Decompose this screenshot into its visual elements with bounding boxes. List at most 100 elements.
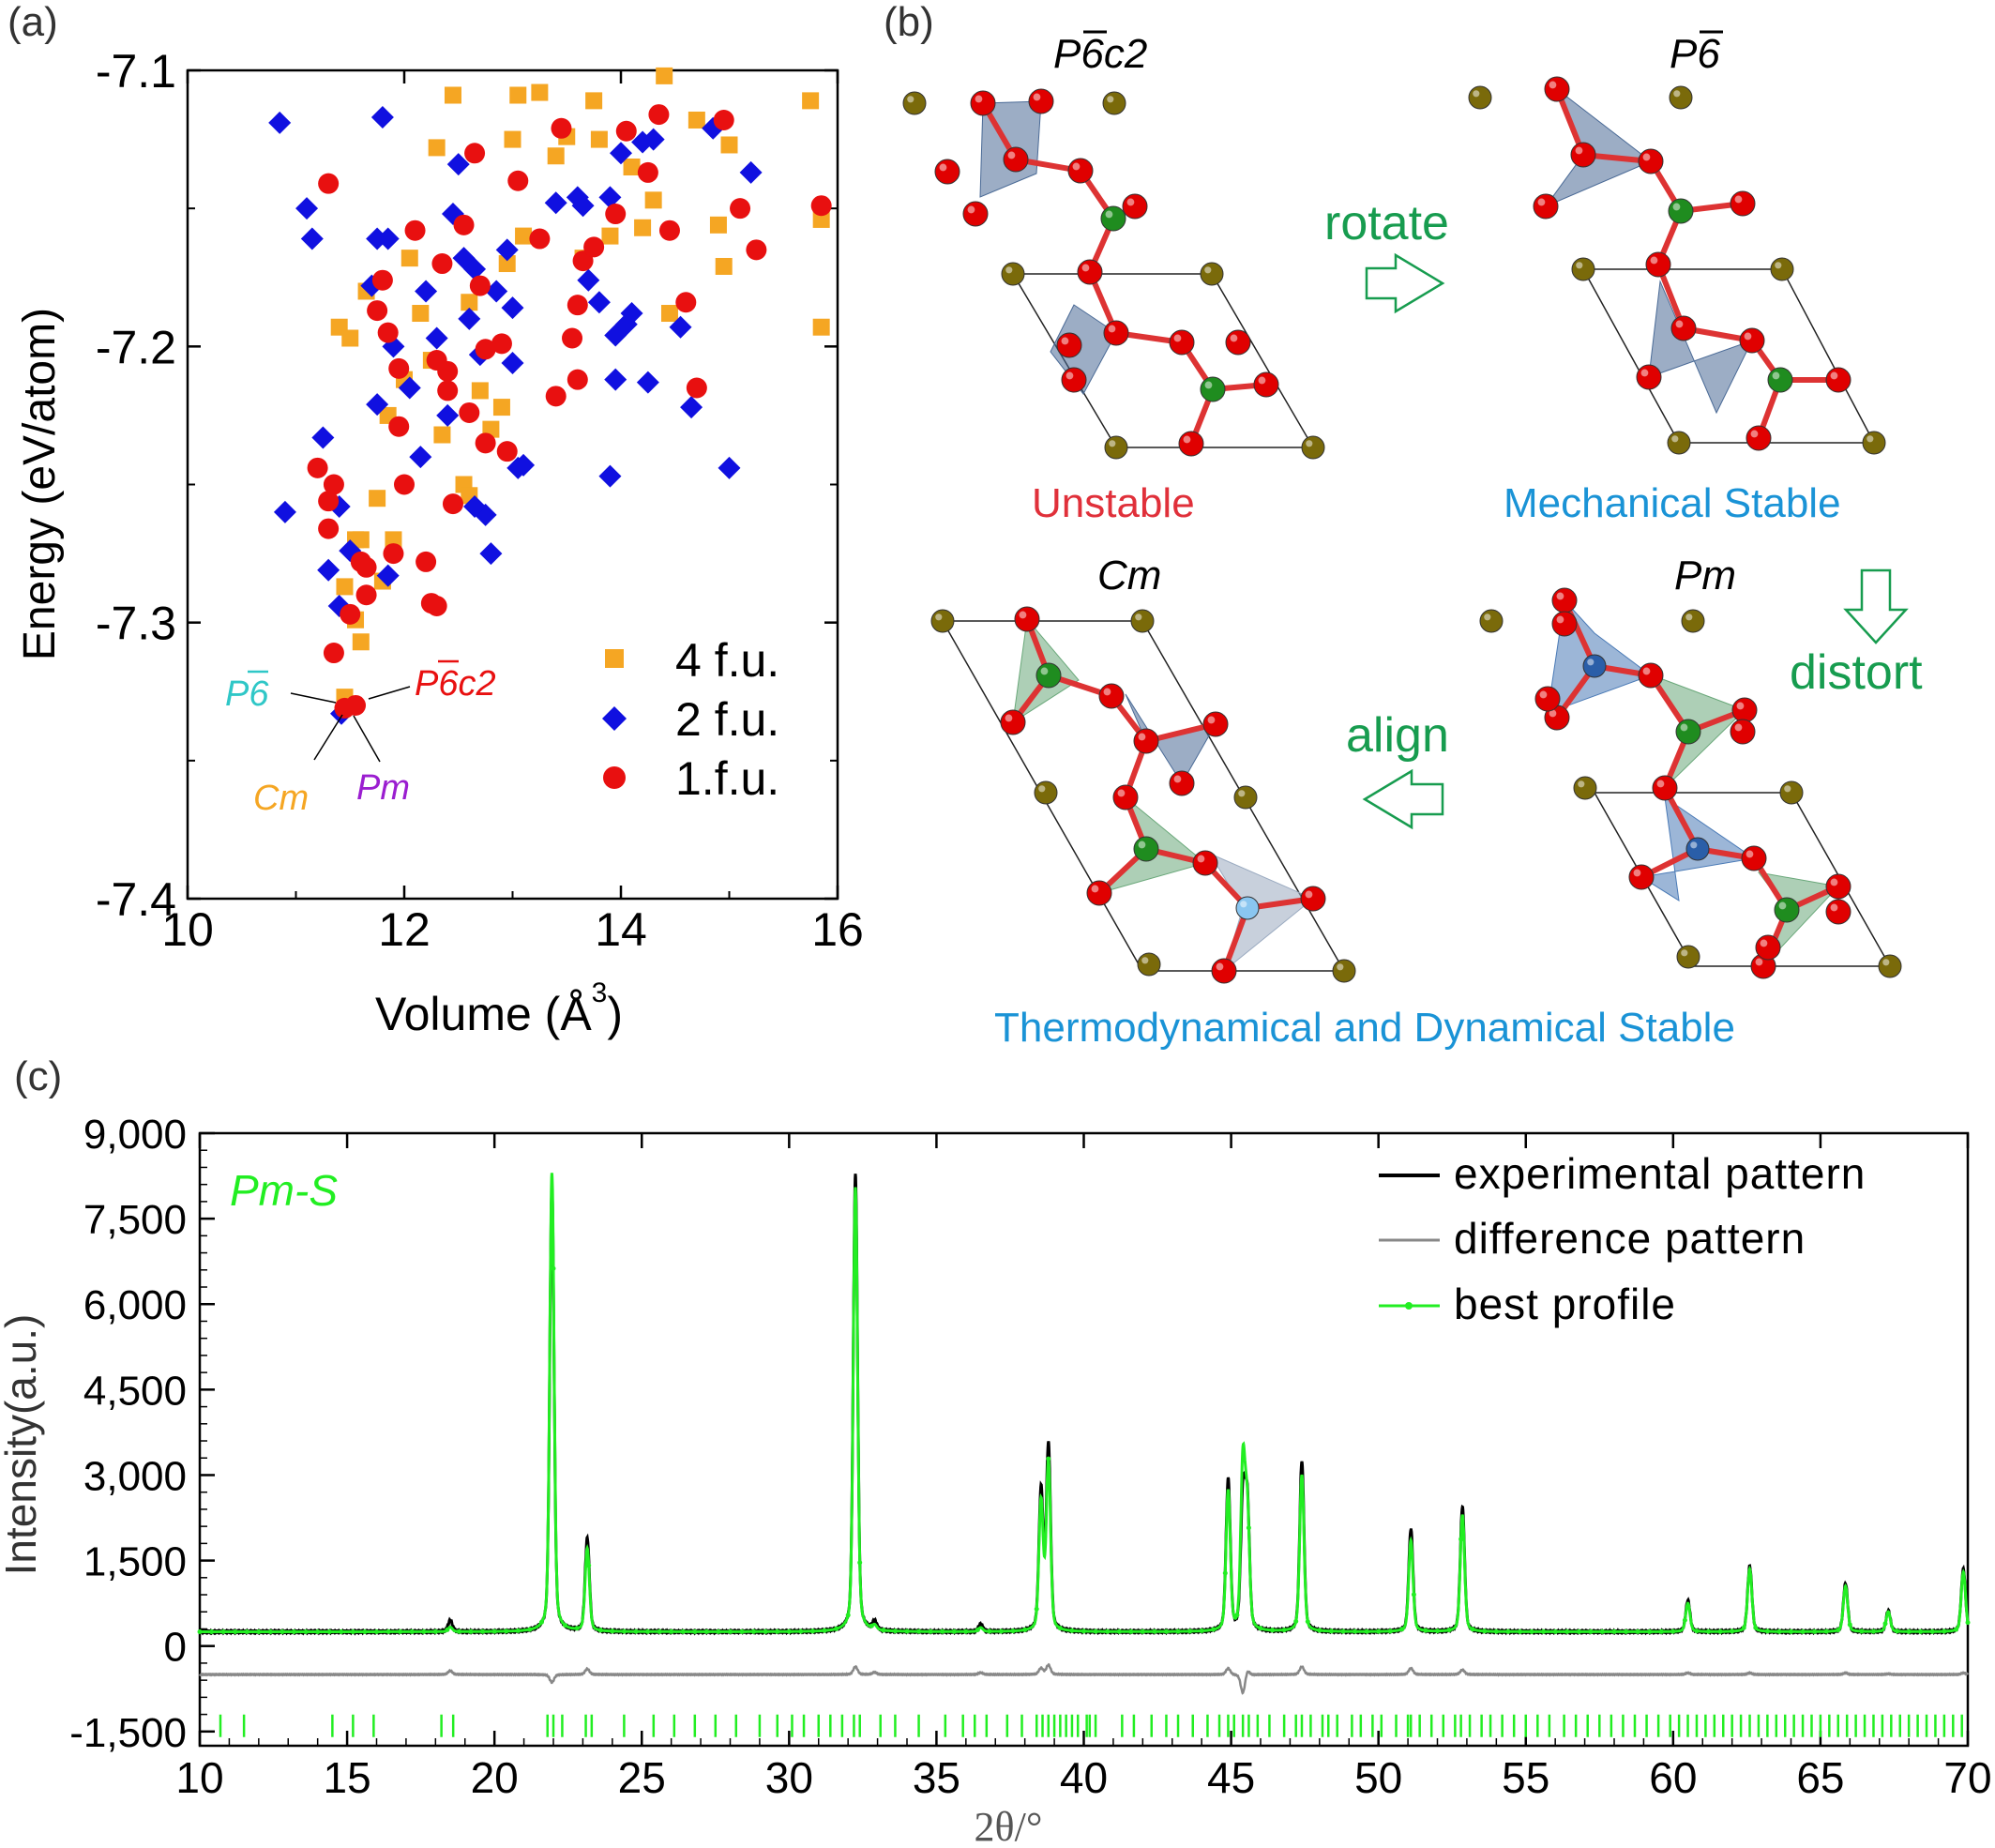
best-profile-marker xyxy=(303,1629,309,1634)
point-4fu xyxy=(715,257,733,275)
best-profile-marker xyxy=(1022,1627,1028,1632)
oxygen-atom-highlight xyxy=(1650,256,1658,265)
x-tick-label: 25 xyxy=(618,1753,666,1802)
y-tick-label: -7.4 xyxy=(96,873,176,926)
oxygen-atom xyxy=(962,201,989,227)
legend-marker-2fu xyxy=(602,706,627,731)
annotation-leader-pm xyxy=(353,715,381,763)
best-profile-marker xyxy=(1588,1628,1594,1634)
point-1fu xyxy=(746,239,767,261)
best-profile-marker xyxy=(292,1629,296,1634)
legend-marker-1fu xyxy=(603,766,626,789)
panel-c-label: (c) xyxy=(14,1053,62,1099)
point-1fu xyxy=(367,300,388,322)
point-2fu xyxy=(436,403,460,427)
x-tick-label: 45 xyxy=(1207,1753,1255,1802)
point-2fu xyxy=(577,268,600,292)
arrow-label-align: align xyxy=(1346,708,1449,763)
cation-atom-highlight xyxy=(935,613,943,621)
x-tick-label: 55 xyxy=(1502,1753,1549,1802)
best-profile-marker xyxy=(1116,1628,1122,1634)
best-profile-marker xyxy=(775,1628,780,1634)
point-1fu xyxy=(459,401,480,423)
best-profile-markers xyxy=(197,1265,1971,1634)
oxygen-atom xyxy=(1202,711,1229,737)
point-2fu xyxy=(446,153,470,176)
best-profile-marker xyxy=(1764,1628,1770,1634)
legend-label-2fu: 2 f.u. xyxy=(675,693,779,746)
oxygen-atom-highlight xyxy=(1173,775,1182,783)
best-profile-marker xyxy=(1647,1628,1653,1634)
best-profile-marker xyxy=(267,1629,273,1634)
annotation-leader-p6c2 xyxy=(368,686,411,700)
carbon-atom xyxy=(1035,662,1062,689)
oxygen-atom-highlight xyxy=(1081,264,1090,272)
carbon-atom xyxy=(1774,897,1800,923)
oxygen-atom xyxy=(1098,683,1125,709)
point-4fu xyxy=(509,86,527,104)
best-profile-marker xyxy=(1258,1626,1263,1631)
oxygen-atom-highlight xyxy=(1736,702,1745,710)
best-profile-marker xyxy=(1670,1628,1676,1634)
point-1fu xyxy=(637,161,658,183)
best-profile-marker xyxy=(480,1628,486,1634)
legend-label-best-profile: best profile xyxy=(1454,1280,1676,1328)
panel-c-axes: 10 15 20 25 30 35 40 45 50 55 60 65 70 -1,500 0 1,500 3,… xyxy=(69,1112,1991,1802)
point-2fu xyxy=(376,564,400,587)
point-1fu xyxy=(686,377,707,399)
cation-atom xyxy=(1573,776,1597,800)
oxygen-atom-highlight xyxy=(1103,688,1111,696)
cation-atom-highlight xyxy=(1107,96,1114,103)
best-profile-marker xyxy=(1611,1628,1617,1634)
oxygen-atom xyxy=(1825,367,1851,393)
point-2fu xyxy=(370,106,394,129)
point-2fu xyxy=(718,456,741,479)
cation-atom xyxy=(1571,257,1595,281)
best-profile-marker xyxy=(1895,1628,1900,1634)
oxygen-atom xyxy=(1570,142,1596,168)
oxygen-atom-highlight xyxy=(1230,334,1238,342)
oxygen-atom-highlight xyxy=(1675,320,1684,328)
best-profile-marker xyxy=(1682,1617,1687,1623)
legend-marker-best-profile xyxy=(1405,1302,1413,1310)
oxygen-atom xyxy=(1192,850,1218,876)
point-2fu xyxy=(610,142,632,165)
cation-atom xyxy=(1034,780,1058,805)
point-2fu xyxy=(495,238,519,262)
point-2fu xyxy=(620,302,643,326)
best-profile-marker xyxy=(1152,1628,1157,1634)
best-profile-marker xyxy=(1187,1628,1193,1634)
best-profile-marker xyxy=(1836,1628,1841,1633)
point-4fu xyxy=(601,227,619,245)
cation-atom xyxy=(902,91,927,115)
oxygen-atom-highlight xyxy=(1138,733,1146,741)
oxygen-atom xyxy=(934,159,960,185)
best-profile-marker xyxy=(374,1629,379,1634)
oxygen-atom xyxy=(1628,864,1655,890)
oxygen-atom xyxy=(1178,431,1204,457)
best-profile-marker xyxy=(586,1563,592,1568)
oxygen-atom xyxy=(1169,770,1195,796)
oxygen-atom-highlight xyxy=(1556,615,1564,624)
best-profile-marker xyxy=(1929,1628,1935,1634)
best-profile-marker xyxy=(1034,1606,1039,1612)
legend-label-1fu: 1.f.u. xyxy=(675,752,779,805)
legend-label-experimental: experimental pattern xyxy=(1454,1149,1866,1198)
best-profile-marker xyxy=(1541,1628,1547,1634)
point-4fu xyxy=(802,92,820,110)
point-2fu xyxy=(295,197,319,220)
carbon-atom xyxy=(1100,205,1126,232)
cation-atom-highlight xyxy=(1306,440,1313,447)
boron-atom-highlight xyxy=(1587,659,1594,666)
oxygen-atom-highlight xyxy=(1216,962,1224,971)
best-profile-marker xyxy=(680,1628,686,1634)
panel-b-label: (b) xyxy=(884,0,934,45)
best-profile-marker xyxy=(1658,1628,1664,1634)
point-1fu xyxy=(334,697,355,719)
point-4fu xyxy=(709,216,727,234)
point-1fu xyxy=(529,228,551,250)
point-2fu xyxy=(739,160,763,184)
oxygen-atom-highlight xyxy=(1126,198,1135,206)
crystal-structure-drawings xyxy=(902,76,1902,984)
oxygen-atom-highlight xyxy=(1575,146,1583,155)
